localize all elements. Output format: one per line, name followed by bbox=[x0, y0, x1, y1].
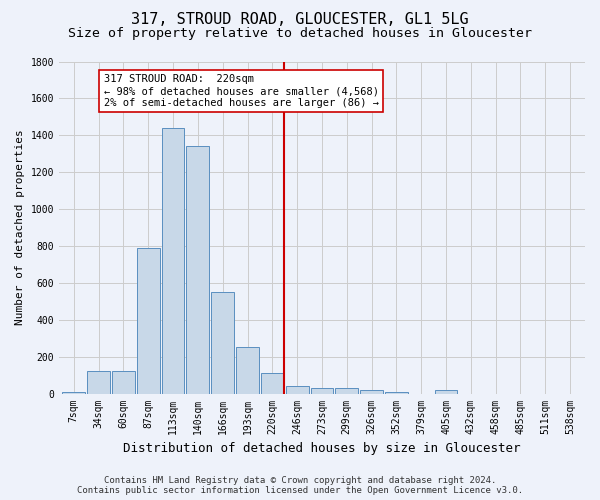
Text: Contains HM Land Registry data © Crown copyright and database right 2024.
Contai: Contains HM Land Registry data © Crown c… bbox=[77, 476, 523, 495]
Bar bbox=[261, 374, 284, 394]
Bar bbox=[434, 390, 457, 394]
X-axis label: Distribution of detached houses by size in Gloucester: Distribution of detached houses by size … bbox=[123, 442, 521, 455]
Text: Size of property relative to detached houses in Gloucester: Size of property relative to detached ho… bbox=[68, 28, 532, 40]
Bar bbox=[385, 392, 408, 394]
Bar bbox=[161, 128, 184, 394]
Bar bbox=[87, 372, 110, 394]
Bar bbox=[211, 292, 234, 394]
Bar bbox=[112, 372, 135, 394]
Bar bbox=[360, 390, 383, 394]
Bar bbox=[137, 248, 160, 394]
Text: 317, STROUD ROAD, GLOUCESTER, GL1 5LG: 317, STROUD ROAD, GLOUCESTER, GL1 5LG bbox=[131, 12, 469, 28]
Bar bbox=[335, 388, 358, 394]
Bar bbox=[236, 348, 259, 394]
Bar bbox=[311, 388, 334, 394]
Text: 317 STROUD ROAD:  220sqm
← 98% of detached houses are smaller (4,568)
2% of semi: 317 STROUD ROAD: 220sqm ← 98% of detache… bbox=[104, 74, 379, 108]
Bar bbox=[286, 386, 308, 394]
Y-axis label: Number of detached properties: Number of detached properties bbox=[15, 130, 25, 326]
Bar bbox=[187, 146, 209, 394]
Bar bbox=[62, 392, 85, 394]
